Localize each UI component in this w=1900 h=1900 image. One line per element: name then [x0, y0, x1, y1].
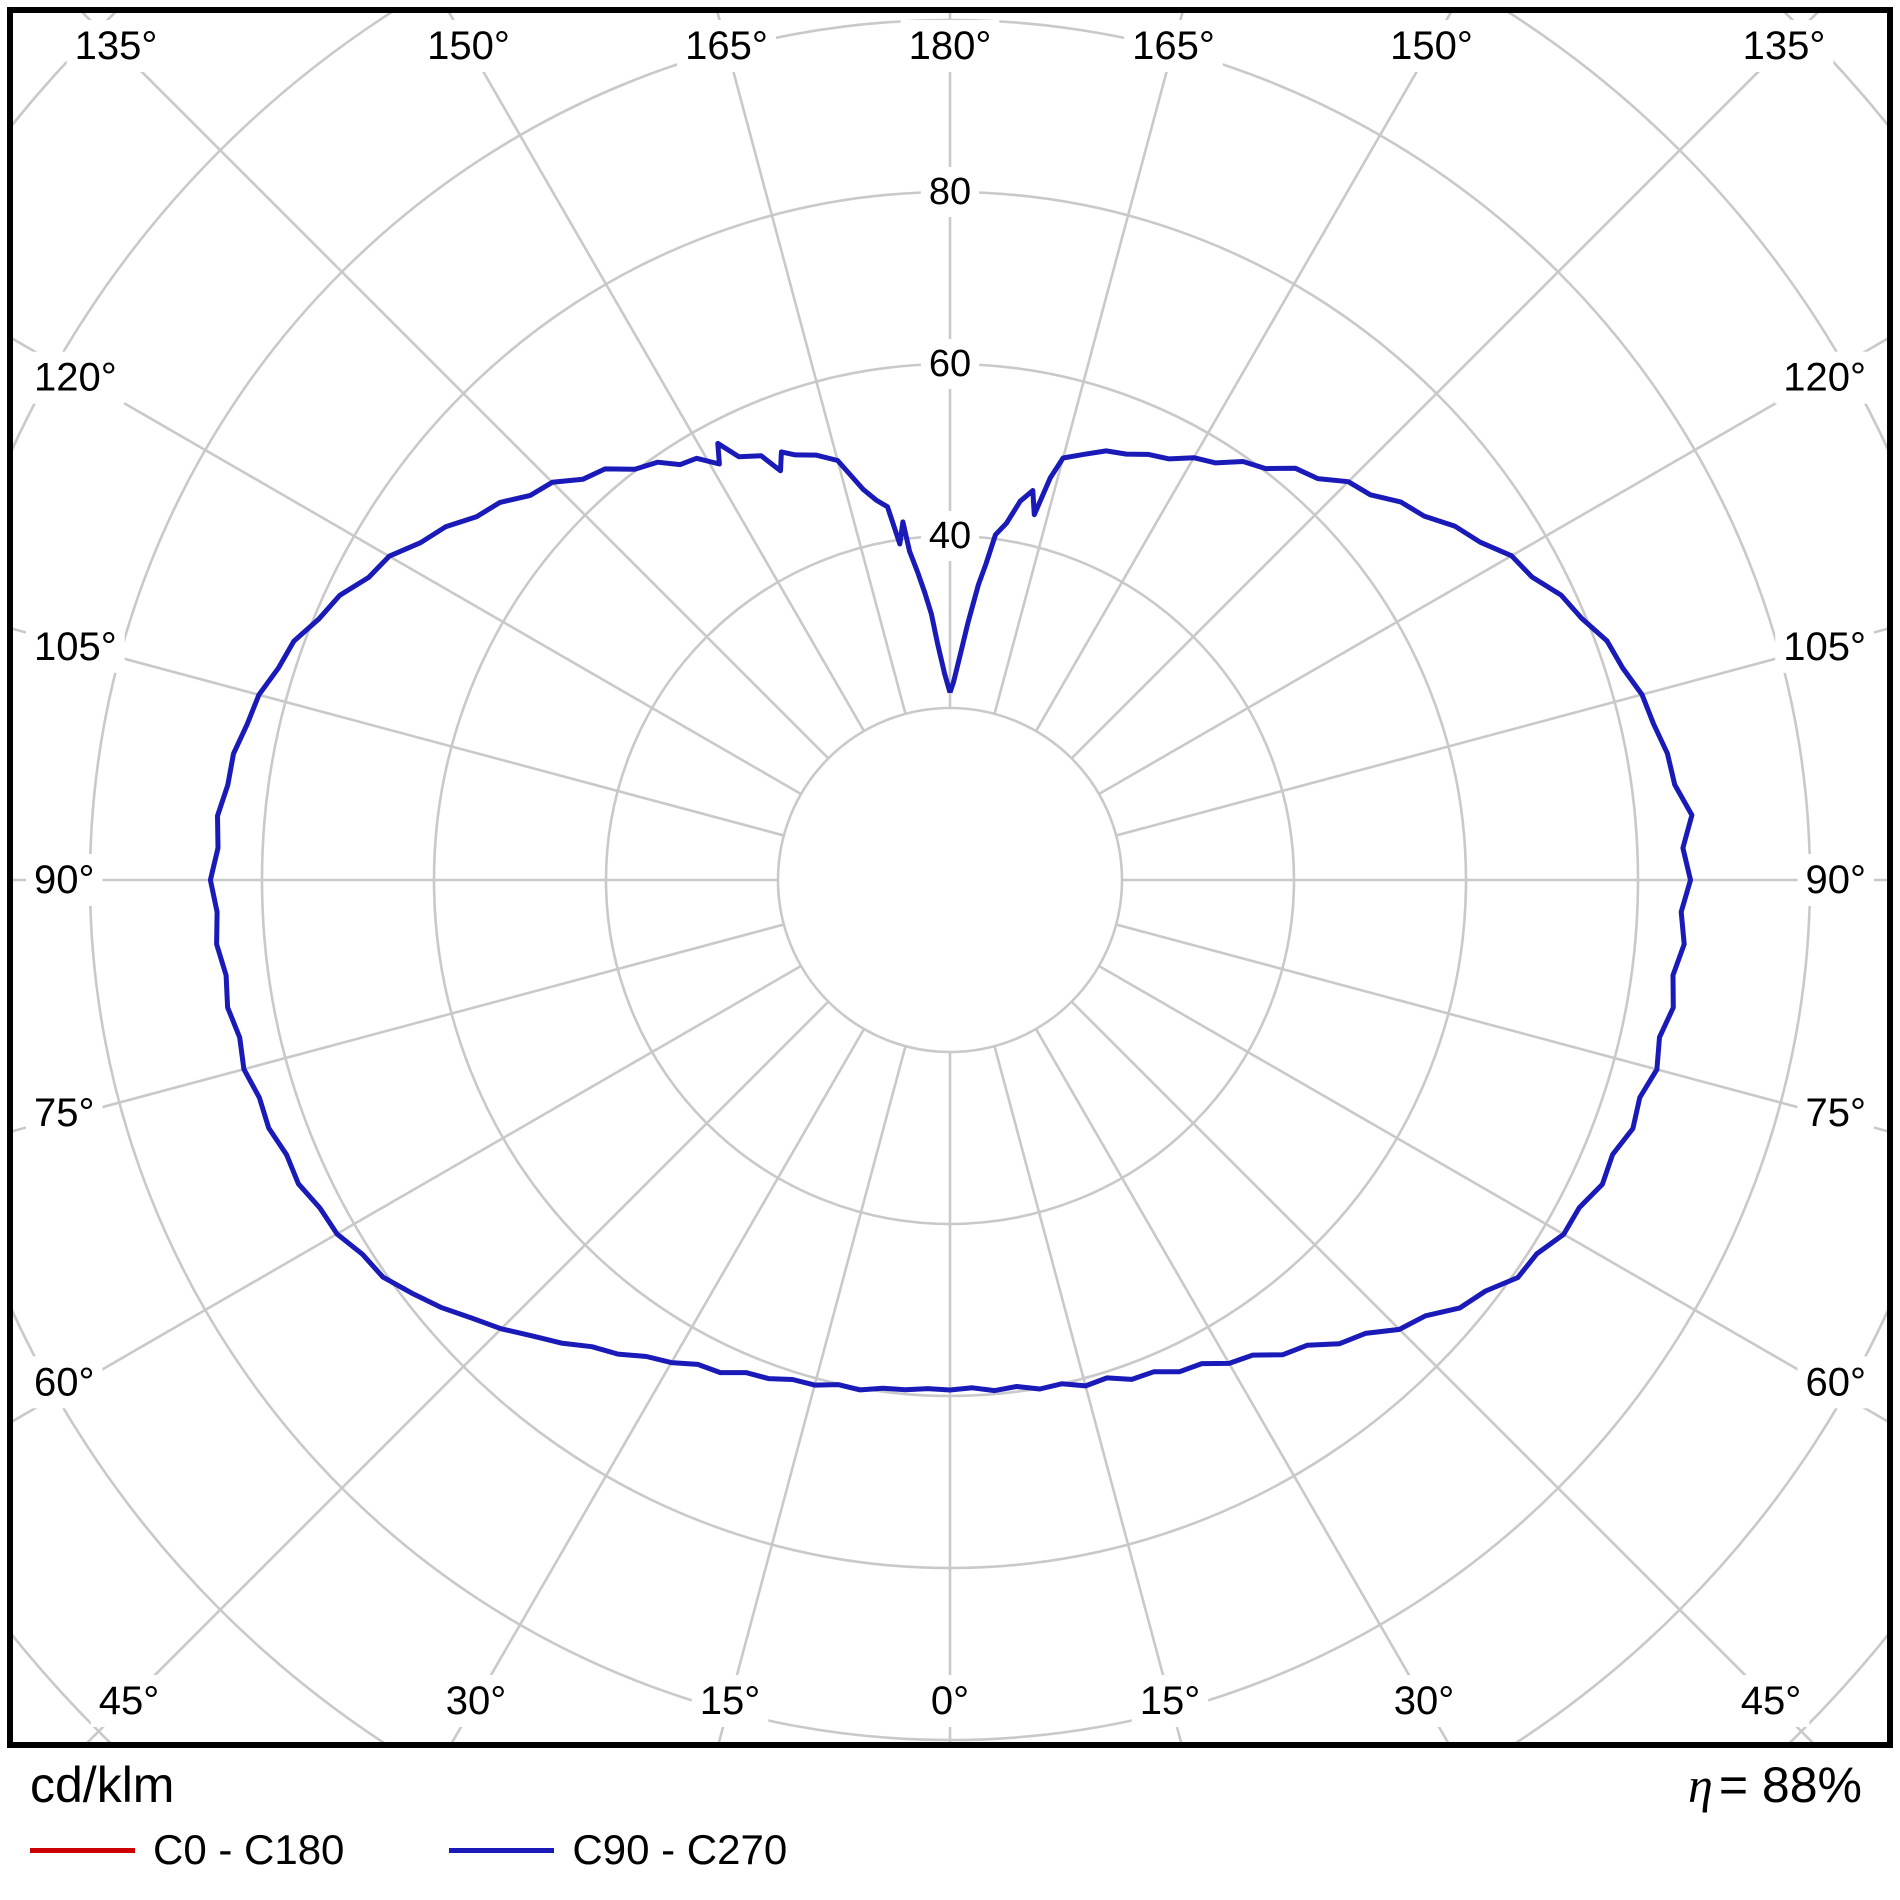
grid-ray [13, 337, 802, 796]
grid-ray [1034, 1028, 1450, 1742]
grid-ray [1034, 13, 1453, 732]
label-mask [1797, 1356, 1874, 1409]
grid-ray [450, 1028, 866, 1742]
label-mask [1131, 1675, 1209, 1727]
label-mask [26, 351, 125, 404]
label-mask [419, 20, 518, 72]
chart-footer: cd/klm η = 88% C0 - C180 C90 - C270 [0, 1748, 1900, 1874]
grid-ray [13, 964, 802, 1423]
grid-ray [993, 13, 1184, 715]
legend-label: C90 - C270 [572, 1826, 788, 1873]
legend-item: C0 - C180 [30, 1826, 344, 1874]
label-mask [920, 511, 980, 561]
label-mask [677, 20, 776, 72]
angle-label: 90° [1806, 858, 1867, 902]
angle-label: 105° [34, 625, 117, 669]
legend-line-swatch [30, 1847, 135, 1853]
plot-frame-border [7, 7, 1893, 1748]
eta-value: = 88% [1718, 1757, 1862, 1813]
radial-label: 40 [929, 515, 971, 557]
radial-label: 60 [929, 343, 971, 385]
angle-label: 135° [75, 24, 158, 68]
polar-grid [13, 13, 1887, 1742]
angle-label: 75° [1806, 1091, 1867, 1135]
angle-label: 60° [34, 1360, 95, 1404]
intensity-curve [207, 440, 1695, 1394]
angle-label: 15° [1140, 1679, 1201, 1723]
label-mask [26, 1356, 103, 1409]
angle-label: 180° [909, 24, 992, 68]
grid-ray [1098, 337, 1887, 796]
efficiency-label: η = 88% [1688, 1756, 1862, 1814]
label-mask [1732, 1675, 1810, 1727]
grid-ray [716, 13, 907, 715]
legend-item: C90 - C270 [449, 1826, 787, 1874]
label-mask [1775, 620, 1874, 673]
label-mask [920, 339, 980, 389]
legend: C0 - C180 C90 - C270 [0, 1826, 1900, 1874]
angle-label: 75° [34, 1091, 95, 1135]
radial-label: 80 [929, 171, 971, 213]
label-mask [900, 20, 1000, 72]
polar-intensity-chart: 40 60 80 0° 15° 15° 30° 30° 45° 45° 60° 60° 75° 75° 90… [7, 7, 1893, 1748]
label-mask [90, 1675, 168, 1727]
label-mask [437, 1675, 515, 1727]
angle-label: 45° [99, 1679, 160, 1723]
angle-label: 150° [1390, 24, 1473, 68]
angle-label: 90° [34, 858, 95, 902]
legend-label: C0 - C180 [153, 1826, 345, 1873]
angle-label: 30° [1394, 1679, 1455, 1723]
eta-symbol: η [1688, 1757, 1713, 1813]
grid-ray [717, 1045, 907, 1742]
footer-row: cd/klm η = 88% [0, 1748, 1900, 1814]
grid-ray [13, 923, 785, 1133]
grid-ray [1115, 627, 1887, 837]
angle-label: 135° [1743, 24, 1826, 68]
label-mask [1385, 1675, 1463, 1727]
angle-label: 165° [685, 24, 768, 68]
angle-label: 105° [1783, 625, 1866, 669]
angle-label: 15° [700, 1679, 761, 1723]
grid-ray [1098, 964, 1887, 1423]
label-mask [26, 620, 125, 673]
chart-labels: 40 60 80 0° 15° 15° 30° 30° 45° 45° 60° 60° 75° 75° 90… [26, 20, 1874, 1727]
label-mask [1797, 854, 1874, 906]
label-mask [920, 167, 980, 217]
grid-ray [13, 627, 785, 837]
angle-label: 30° [446, 1679, 507, 1723]
label-mask [26, 1087, 103, 1140]
label-mask [1797, 1087, 1874, 1140]
grid-ray [86, 1000, 830, 1742]
label-mask [1734, 20, 1834, 72]
angle-label: 165° [1132, 24, 1215, 68]
angle-label: 45° [1741, 1679, 1802, 1723]
label-mask [26, 854, 103, 906]
label-mask [1382, 20, 1481, 72]
grid-ray [1115, 923, 1887, 1133]
angle-label: 60° [1806, 1360, 1867, 1404]
angle-label: 120° [34, 356, 117, 400]
angle-label: 150° [427, 24, 510, 68]
grid-ring [776, 706, 1124, 1054]
units-label: cd/klm [30, 1757, 175, 1813]
grid-ray [447, 13, 866, 732]
grid-ray [1070, 1000, 1814, 1742]
label-mask [1775, 351, 1874, 404]
angle-label: 0° [931, 1679, 969, 1723]
label-mask [922, 1675, 978, 1727]
legend-line-swatch [449, 1847, 555, 1853]
label-mask [1124, 20, 1223, 72]
angle-label: 120° [1783, 356, 1866, 400]
label-mask [691, 1675, 769, 1727]
grid-ray [993, 1045, 1183, 1742]
label-mask [66, 20, 166, 72]
